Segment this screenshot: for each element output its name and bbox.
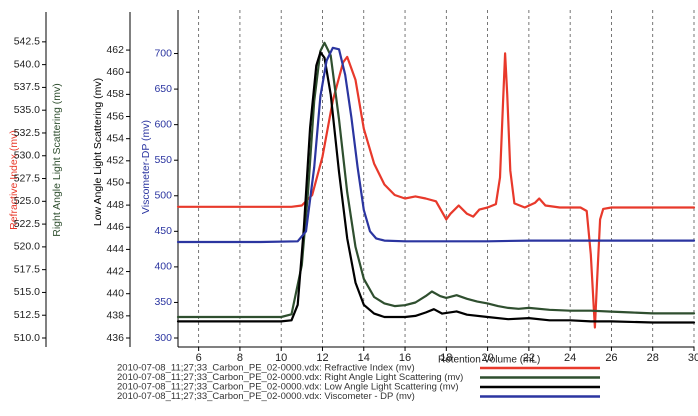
- x-tick-label: 6: [196, 352, 202, 364]
- y-tick-label-rals: 532.5: [14, 127, 40, 139]
- y-tick-label-rals: 525.0: [14, 195, 40, 207]
- y-tick-label-rals: 520.0: [14, 241, 40, 253]
- y-tick-label-lals: 448: [106, 199, 124, 211]
- y-axis-label-lals: Low Angle Light Scattering (mv): [92, 78, 104, 226]
- y-axis-label-visc: Viscometer-DP (mv): [140, 120, 152, 214]
- x-tick-label: 28: [647, 352, 659, 364]
- y-tick-label-lals: 450: [106, 177, 124, 189]
- x-tick-label: 20: [481, 352, 493, 364]
- y-tick-label-rals: 512.5: [14, 309, 40, 321]
- legend-entry-label: 2010-07-08_11;27;33_Carbon_PE_02-0000.vd…: [117, 391, 415, 402]
- x-tick-label: 22: [523, 352, 535, 364]
- grid-layer: 6 8 10 12 14 16 18 20 22 24 26 28 30 Retention Volume…: [177, 10, 698, 365]
- x-tick-label: 14: [358, 352, 370, 364]
- x-tick-label: 30: [688, 352, 698, 364]
- x-tick-label: 12: [316, 352, 328, 364]
- y-tick-label-rals: 517.5: [14, 263, 40, 275]
- y-tick-label-lals: 452: [106, 155, 124, 167]
- legend-entry-label: 2010-07-08_11;27;33_Carbon_PE_02-0000.vd…: [117, 372, 463, 383]
- y-tick-label-lals: 454: [106, 132, 124, 144]
- x-tick-label: 18: [440, 352, 452, 364]
- legend-entry-label: 2010-07-08_11;27;33_Carbon_PE_02-0000.vd…: [117, 382, 459, 393]
- y-tick-label-rals: 540.0: [14, 58, 40, 70]
- y-tick-label-rals: 535.0: [14, 104, 40, 116]
- y-axis-label-ri: Refractive Index (mv): [8, 130, 20, 230]
- y-axis-label-rals: Right Angle Light Scattering (mv): [51, 83, 63, 237]
- y-tick-label-rals: 537.5: [14, 81, 40, 93]
- y-tick-label-rals: 522.5: [14, 218, 40, 230]
- legend-entry-label: 2010-07-08_11;27;33_Carbon_PE_02-0000.vd…: [117, 363, 415, 374]
- y-tick-label-rals: 530.0: [14, 150, 40, 162]
- x-tick-label: 10: [275, 352, 287, 364]
- y-tick-label-rals: 515.0: [14, 286, 40, 298]
- y-tick-label-lals: 440: [106, 287, 124, 299]
- y-tick-label-visc: 350: [154, 296, 172, 308]
- y-tick-label-visc: 650: [154, 83, 172, 95]
- y-tick-label-rals: 542.5: [14, 36, 40, 48]
- series-line-visc: [176, 46, 696, 244]
- y-tick-label-visc: 500: [154, 190, 172, 202]
- axes-layer: Refractive Index (mv) 510.0 512.5 515.0 517.…: [8, 12, 178, 347]
- y-tick-label-visc: 700: [154, 47, 172, 59]
- y-tick-label-lals: 462: [106, 44, 124, 56]
- x-tick-label: 26: [605, 352, 617, 364]
- y-tick-label-visc: 450: [154, 225, 172, 237]
- x-tick-label: 24: [564, 352, 576, 364]
- series-line-ri: [176, 52, 696, 329]
- y-tick-label-lals: 436: [106, 332, 124, 344]
- series-line-rals: [176, 41, 696, 319]
- x-tick-label: 8: [237, 352, 243, 364]
- y-tick-label-lals: 456: [106, 110, 124, 122]
- x-tick-label: 16: [399, 352, 411, 364]
- y-tick-label-visc: 300: [154, 332, 172, 344]
- y-tick-label-lals: 460: [106, 66, 124, 78]
- y-tick-label-lals: 442: [106, 265, 124, 277]
- series-line-lals: [176, 51, 696, 324]
- y-tick-label-lals: 458: [106, 88, 124, 100]
- y-tick-label-visc: 550: [154, 154, 172, 166]
- x-axis-label: Retention Volume (mL): [438, 354, 540, 365]
- y-tick-label-visc: 400: [154, 261, 172, 273]
- legend: 2010-07-08_11;27;33_Carbon_PE_02-0000.vd…: [117, 363, 600, 402]
- y-tick-label-lals: 438: [106, 310, 124, 322]
- y-tick-label-rals: 527.5: [14, 172, 40, 184]
- y-tick-label-lals: 444: [106, 243, 124, 255]
- series-layer: [176, 41, 696, 329]
- y-tick-label-lals: 446: [106, 221, 124, 233]
- y-tick-label-rals: 510.0: [14, 332, 40, 344]
- y-tick-label-visc: 600: [154, 118, 172, 130]
